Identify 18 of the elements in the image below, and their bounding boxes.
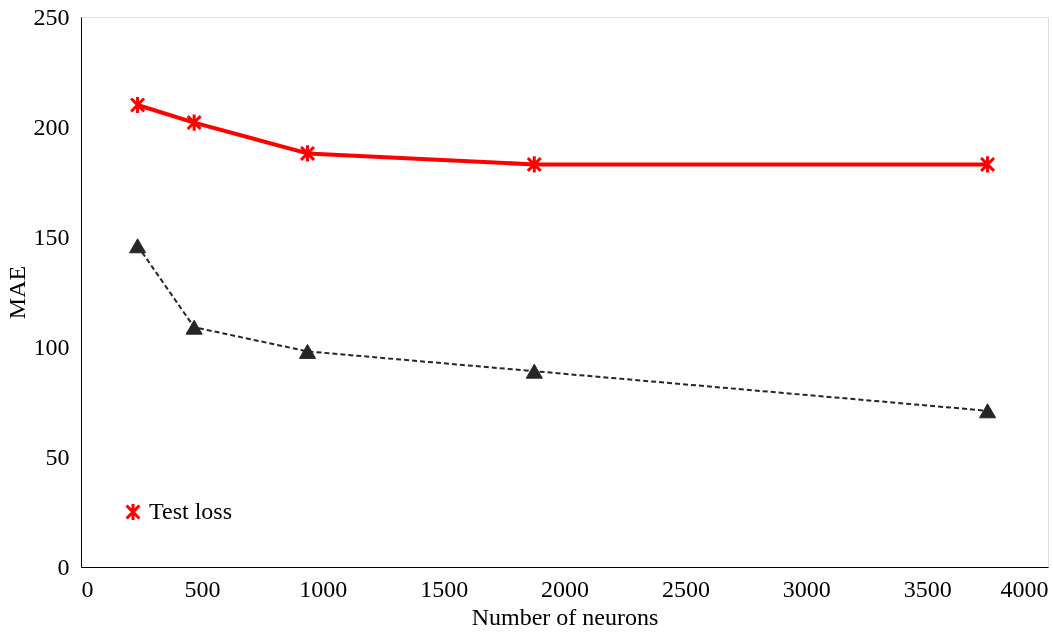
x-tick-label: 4000 — [1000, 575, 1049, 602]
x-tick-label: 2000 — [541, 575, 589, 602]
x-axis-title: Number of neurons — [471, 603, 659, 630]
y-tick-label: 200 — [33, 113, 70, 140]
x-tick-label: 3500 — [903, 575, 952, 602]
x-tick-label: 500 — [184, 575, 221, 602]
x-tick-label: 0 — [81, 575, 94, 602]
legend-label: Test loss — [149, 498, 232, 524]
y-tick-label: 100 — [33, 333, 70, 360]
y-tick-label: 150 — [33, 223, 70, 250]
x-tick-label: 1500 — [420, 575, 469, 602]
y-axis-title: MAE — [3, 265, 30, 320]
y-tick-label: 250 — [33, 3, 70, 30]
x-tick-label: 3000 — [782, 575, 831, 602]
y-tick-label: 0 — [57, 553, 70, 580]
x-tick-label: 2500 — [661, 575, 710, 602]
x-tick-label: 1000 — [299, 575, 348, 602]
y-tick-label: 50 — [45, 443, 70, 470]
